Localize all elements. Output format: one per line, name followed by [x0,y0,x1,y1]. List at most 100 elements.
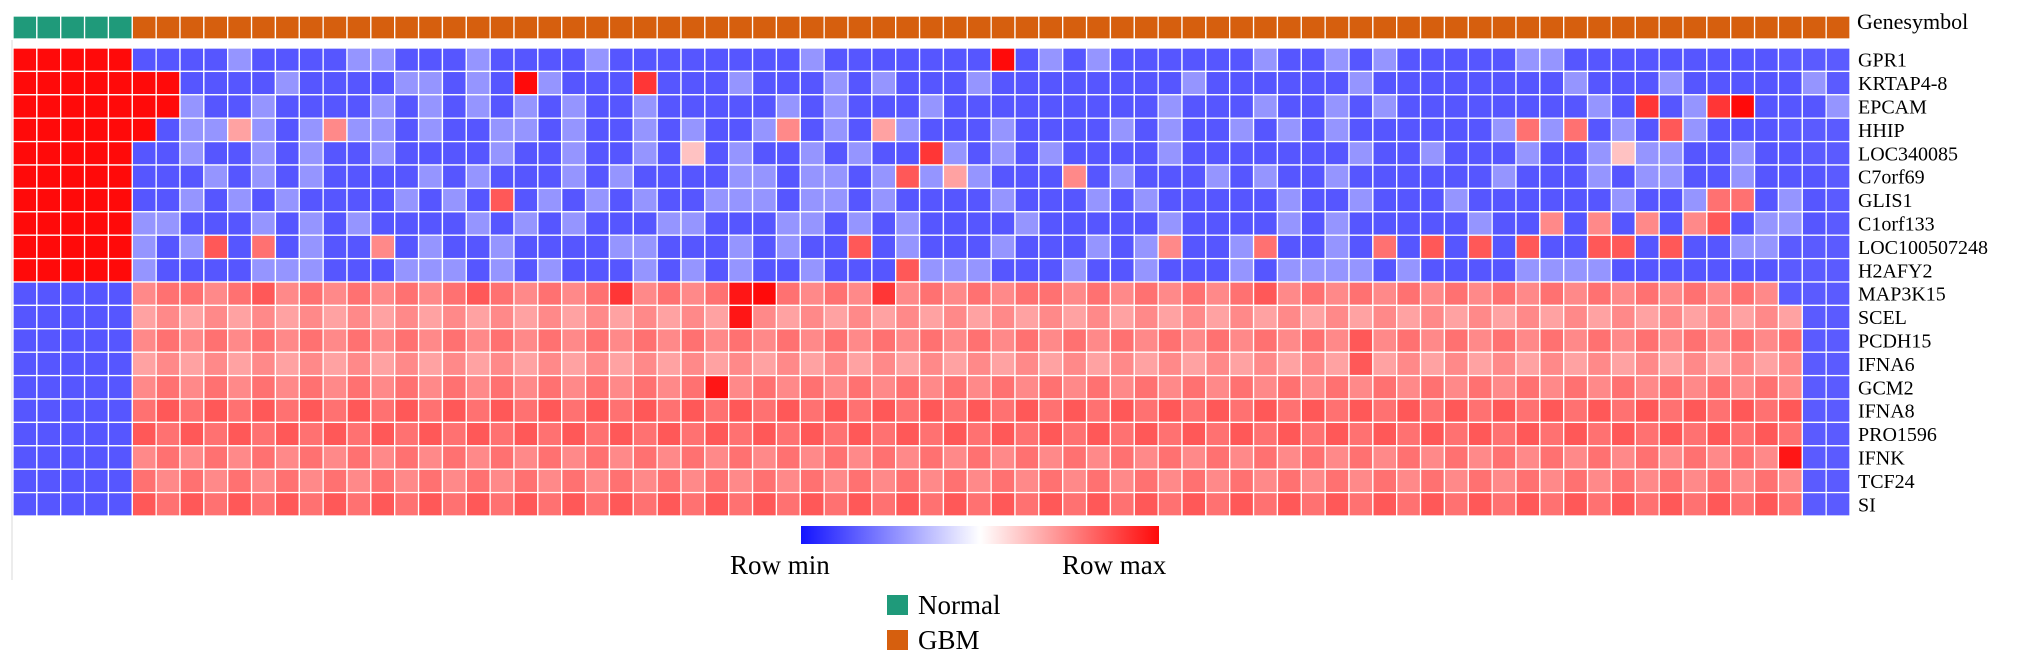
heatmap-cell [417,70,444,96]
heatmap-cell [1062,281,1088,307]
heatmap-cell [895,491,921,517]
heatmap-cell [1085,398,1112,424]
heatmap-cell [513,445,539,470]
heatmap-cell [1634,351,1660,377]
heatmap-cell [36,351,62,377]
annotation-cell-gbm [1300,15,1326,40]
row-label: IFNA6 [1858,354,1915,376]
annotation-cell-gbm [799,15,825,40]
heatmap-cell [1372,374,1398,400]
heatmap-cell [1396,445,1422,470]
heatmap-cell [1467,445,1493,470]
heatmap-cell [966,328,992,353]
heatmap-cell [1348,234,1374,260]
heatmap-cell [1014,140,1040,166]
heatmap-cell [918,234,945,260]
heatmap-cell [1730,491,1756,517]
heatmap-cell [966,445,992,470]
heatmap-cell [227,257,253,283]
heatmap-cell [1801,421,1827,447]
heatmap-cell [179,187,205,213]
heatmap-cell [298,304,324,330]
heatmap-cell [131,421,157,447]
heatmap-cell [1658,187,1684,213]
heatmap-cell [155,211,181,236]
heatmap-cell [1205,140,1231,166]
heatmap-cell [1085,351,1112,377]
heatmap-cell [1229,351,1255,377]
heatmap-cell [1014,117,1040,143]
annotation-cell-gbm [227,15,253,40]
heatmap-cell [1491,304,1517,330]
heatmap-cell [751,140,778,166]
heatmap-cell [680,140,706,166]
heatmap-cell [966,94,992,119]
heatmap-cell [656,374,682,400]
heatmap-cell [60,234,86,260]
heatmap-cell [1634,187,1660,213]
heatmap-cell [1133,374,1159,400]
heatmap-cell [1443,281,1469,307]
heatmap-cell [847,70,873,96]
heatmap-cell [561,234,587,260]
heatmap-cell [298,70,324,96]
heatmap-cell [60,117,86,143]
heatmap-cell [1372,140,1398,166]
heatmap-cell [298,47,324,73]
heatmap-cell [36,70,62,96]
heatmap-cell [1443,164,1469,190]
annotation-cell-gbm [1419,15,1446,40]
heatmap-cell [871,257,897,283]
heatmap-cell [1539,47,1565,73]
heatmap-cell [1443,117,1469,143]
heatmap-cell [704,281,730,307]
heatmap-cell [1467,117,1493,143]
heatmap-cell [1753,94,1780,119]
heatmap-cell [656,164,682,190]
heatmap-cell [465,140,491,166]
heatmap-cell [394,47,420,73]
heatmap-cell [1396,94,1422,119]
heatmap-cell [1038,257,1064,283]
heatmap-cell [36,257,62,283]
heatmap-cell [83,70,110,96]
heatmap-cell [1706,187,1732,213]
heatmap-cell [1157,351,1183,377]
heatmap-cell [513,421,539,447]
heatmap-cell [656,281,682,307]
heatmap-cell [584,211,611,236]
heatmap-cell [441,257,467,283]
heatmap-cell [918,281,945,307]
heatmap-cell [1348,164,1374,190]
heatmap-cell [799,421,825,447]
row-label: C1orf133 [1858,214,1935,236]
heatmap-cell [1730,281,1756,307]
heatmap-cell [871,398,897,424]
heatmap-cell [1181,421,1207,447]
heatmap-cell [465,257,491,283]
heatmap-cell [203,187,229,213]
heatmap-cell [1085,445,1112,470]
heatmap-cell [1324,491,1350,517]
heatmap-cell [298,491,324,517]
heatmap-cell [12,94,38,119]
heatmap-cell [1229,304,1255,330]
heatmap-cell [1610,211,1636,236]
heatmap-cell [895,304,921,330]
heatmap-cell [1133,187,1159,213]
heatmap-cell [1205,281,1231,307]
heatmap-cell [1491,491,1517,517]
heatmap-cell [990,257,1016,283]
heatmap-cell [632,421,658,447]
heatmap-cell [60,398,86,424]
heatmap-cell [1419,70,1446,96]
heatmap-cell [513,398,539,424]
heatmap-cell [107,211,133,236]
heatmap-cell [1634,491,1660,517]
heatmap-cell [1682,94,1708,119]
heatmap-cell [1801,304,1827,330]
heatmap-cell [155,257,181,283]
heatmap-cell [12,304,38,330]
heatmap-cell [203,468,229,494]
heatmap-cell [1777,281,1803,307]
